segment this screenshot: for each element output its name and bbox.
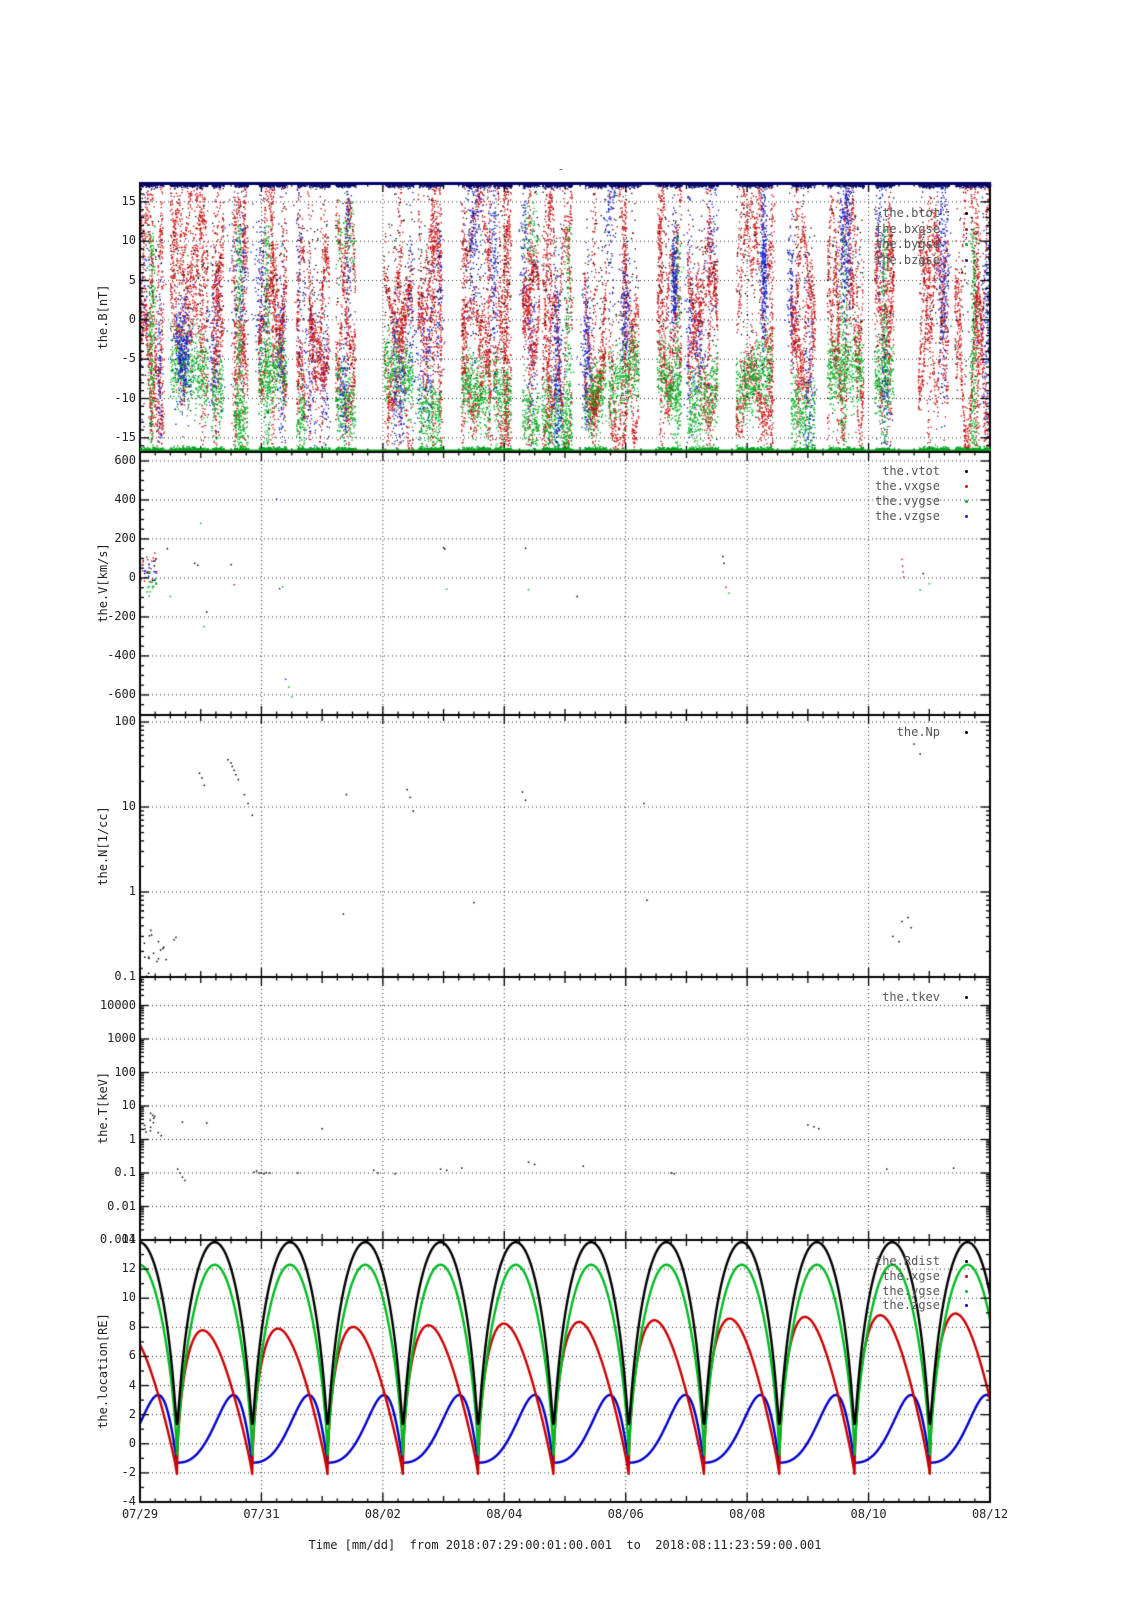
y-tick-label: 600 xyxy=(114,452,136,467)
legend-marker-dot xyxy=(965,227,968,231)
legend-item-label: the.ygse xyxy=(882,1283,940,1298)
y-tick-label: 4 xyxy=(128,1377,136,1392)
y-tick-label: 10000 xyxy=(99,997,136,1012)
y-tick-label: -4 xyxy=(121,1494,136,1508)
y-tick-label: 0 xyxy=(128,311,136,326)
y-tick-label: 10 xyxy=(121,799,136,814)
y-tick-label: 0 xyxy=(128,1435,136,1450)
y-tick-label: 14 xyxy=(121,1232,136,1246)
legend-marker-dot xyxy=(965,243,968,246)
x-tick-label: 08/06 xyxy=(607,1507,644,1521)
y-tick-label: 8 xyxy=(128,1319,136,1334)
legend-marker-dot xyxy=(965,1304,968,1308)
y-tick-label: 0.01 xyxy=(107,1198,136,1213)
y-tick-label: 1000 xyxy=(107,1031,136,1045)
legend-marker-dot xyxy=(965,515,968,518)
y-tick-label: 10 xyxy=(121,1098,136,1112)
y-tick-label: -400 xyxy=(107,647,136,662)
y-tick-label: 100 xyxy=(114,1064,136,1079)
y-tick-label: 200 xyxy=(114,530,136,545)
y-tick-label: 100 xyxy=(114,714,136,729)
y-axis-label-n: the.N[1/cc] xyxy=(96,806,110,886)
x-tick-label: 08/10 xyxy=(850,1507,887,1521)
legend-marker-dot xyxy=(965,1274,968,1278)
x-tick-label: 08/12 xyxy=(971,1507,1009,1521)
y-tick-label: 400 xyxy=(114,491,136,506)
y-tick-label: 10 xyxy=(121,1290,136,1305)
legend-marker-dot xyxy=(965,500,968,503)
legend-item-label: the.Np xyxy=(896,725,940,739)
legend-item-label: the.bxgse xyxy=(874,221,940,236)
y-tick-label: -600 xyxy=(107,686,136,701)
y-tick-label: 0.001 xyxy=(99,1232,136,1246)
legend-item-label: the.vtot xyxy=(882,464,940,478)
plot-title: - xyxy=(557,162,565,176)
x-tick-label: 08/08 xyxy=(729,1507,766,1521)
y-tick-label: 6 xyxy=(128,1348,136,1363)
x-tick-label: 07/29 xyxy=(121,1507,159,1521)
legend-marker-dot xyxy=(965,1289,968,1293)
legend-item-label: the.xgse xyxy=(882,1268,940,1283)
legend-item-label: the.vzgse xyxy=(874,509,940,523)
y-tick-label: -5 xyxy=(121,351,136,366)
y-tick-label: -10 xyxy=(114,390,136,405)
x-tick-label: 08/04 xyxy=(486,1507,523,1521)
y-tick-label: 0.1 xyxy=(114,969,136,983)
legend-item-label: the.bygse xyxy=(874,237,940,251)
legend-item-label: the.vygse xyxy=(874,494,940,508)
legend-item-label: the.bzgse xyxy=(874,252,940,267)
y-tick-label: 15 xyxy=(121,193,136,208)
y-tick-label: 12 xyxy=(121,1261,136,1276)
legend-marker-dot xyxy=(965,258,968,262)
legend-marker-dot xyxy=(965,731,968,734)
legend-item-label: the.Rdist xyxy=(874,1254,940,1268)
legend-marker-dot xyxy=(965,996,968,999)
legend-marker-dot xyxy=(965,212,968,215)
legend-item-label: the.vxgse xyxy=(874,479,940,493)
y-tick-label: 10 xyxy=(121,233,136,248)
y-tick-label: 1 xyxy=(128,884,136,898)
y-tick-label: 5 xyxy=(128,272,136,287)
x-tick-label: 07/31 xyxy=(243,1507,280,1521)
legend-item-label: the.zgse xyxy=(882,1298,940,1313)
y-tick-label: -15 xyxy=(114,429,136,444)
legend-item-label: the.btot xyxy=(882,206,940,220)
y-tick-label: 1 xyxy=(128,1131,136,1146)
y-tick-label: 0 xyxy=(128,569,136,584)
legend-marker-dot xyxy=(965,1260,968,1263)
x-tick-label: 08/02 xyxy=(364,1507,401,1521)
legend-item-label: the.tkev xyxy=(882,990,940,1004)
x-axis-label: Time [mm/dd] from 2018:07:29:00:01:00.00… xyxy=(308,1538,822,1552)
legend-marker-dot xyxy=(965,470,968,473)
y-tick-label: 0.1 xyxy=(114,1165,136,1179)
legend-marker-dot xyxy=(965,485,968,488)
y-tick-label: -200 xyxy=(107,608,136,623)
y-tick-label: -2 xyxy=(121,1464,136,1479)
y-tick-label: 2 xyxy=(128,1406,136,1421)
